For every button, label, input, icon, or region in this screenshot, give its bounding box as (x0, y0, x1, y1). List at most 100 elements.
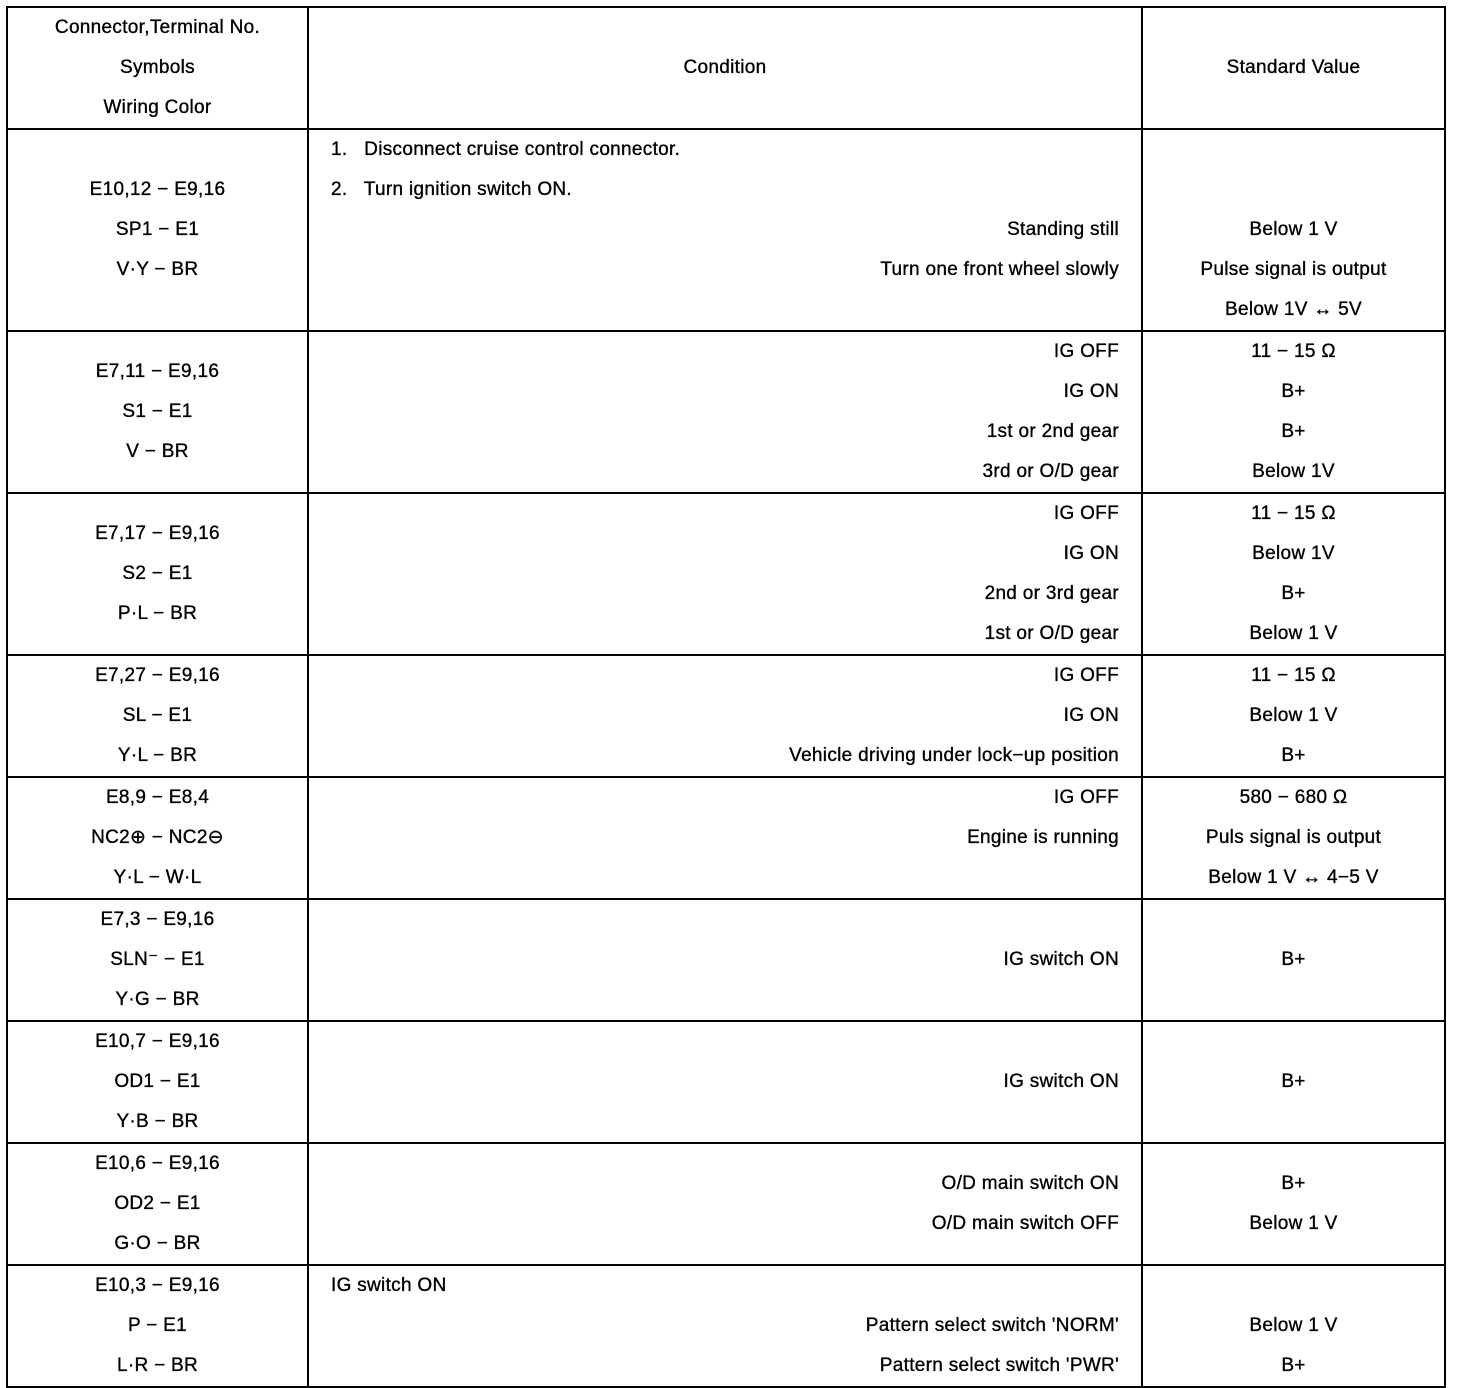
terminal-cell-line: E10,6 − E9,16 (95, 1153, 220, 1174)
condition-cell-line: 3rd or O/D gear (982, 461, 1119, 482)
terminal-cell: E10,6 − E9,16 OD2 − E1 G·O − BR (6, 1142, 309, 1266)
condition-cell-line: 1st or 2nd gear (986, 421, 1119, 442)
standard-value-cell-line: 11 − 15 Ω (1251, 341, 1336, 362)
table-row: E7,3 − E9,16 SLN⁻ − E1 Y·G − BR IG switch O… (6, 898, 1446, 1022)
standard-value-cell-line: Below 1V (1252, 543, 1335, 564)
header-terminal-line: Connector,Terminal No. (54, 17, 261, 38)
terminal-cell-line: NC2⊕ − NC2⊖ (91, 827, 224, 848)
header-condition-line: Condition (683, 57, 767, 78)
header-standard-value-line: Standard Value (1226, 57, 1361, 78)
standard-value-cell-line: Below 1 V (1249, 705, 1338, 726)
standard-value-cell: B+ (1141, 898, 1446, 1022)
terminal-cell: E10,12 − E9,16 SP1 − E1 V·Y − BR (6, 128, 309, 332)
terminal-cell-line: E7,27 − E9,16 (95, 665, 220, 686)
condition-cell-line: IG OFF (1053, 341, 1119, 362)
terminal-cell: E8,9 − E8,4 NC2⊕ − NC2⊖ Y·L − W·L (6, 776, 309, 900)
terminal-cell-line: E10,12 − E9,16 (89, 179, 226, 200)
standard-value-cell-line: Below 1V (1252, 461, 1335, 482)
terminal-cell-line: S2 − E1 (122, 563, 193, 584)
header-row: Connector,Terminal No. Symbols Wiring Colo… (6, 6, 1446, 130)
terminal-cell: E7,11 − E9,16 S1 − E1 V − BR (6, 330, 309, 494)
condition-cell: O/D main switch ON O/D main switch OFF (307, 1142, 1143, 1266)
standard-value-cell-line: B+ (1281, 949, 1306, 970)
header-condition: Condition (307, 6, 1143, 130)
terminal-cell-line: V·Y − BR (116, 259, 199, 280)
standard-value-cell-line: B+ (1281, 745, 1306, 766)
header-standard-value: Standard Value (1141, 6, 1446, 130)
standard-value-cell-line: B+ (1281, 1173, 1306, 1194)
condition-cell-line: O/D main switch ON (941, 1173, 1119, 1194)
standard-value-cell-line: Below 1 V (1249, 1213, 1338, 1234)
standard-value-cell-line (1143, 130, 1444, 170)
standard-value-cell: B+ Below 1 V (1141, 1142, 1446, 1266)
terminal-cell-line: L·R − BR (116, 1355, 199, 1376)
standard-value-cell: 11 − 15 Ω Below 1 V B+ (1141, 654, 1446, 778)
standard-value-cell-line: Below 1 V (1249, 623, 1338, 644)
terminal-cell-line: Y·L − BR (117, 745, 198, 766)
terminal-cell-line: E8,9 − E8,4 (105, 787, 210, 808)
standard-value-cell-line: B+ (1281, 381, 1306, 402)
standard-value-cell: B+ (1141, 1020, 1446, 1144)
condition-cell: IG switch ON (307, 898, 1143, 1022)
standard-value-cell-line: Below 1 V (1249, 219, 1338, 240)
terminal-cell: E10,3 − E9,16 P − E1 L·R − BR (6, 1264, 309, 1388)
header-terminal: Connector,Terminal No. Symbols Wiring Colo… (6, 6, 309, 130)
terminal-cell-line: E10,7 − E9,16 (95, 1031, 220, 1052)
table-row: E10,6 − E9,16 OD2 − E1 G·O − BR O/D main sw… (6, 1142, 1446, 1266)
terminal-cell-line: OD2 − E1 (114, 1193, 201, 1214)
standard-value-cell-line: Below 1V ↔ 5V (1225, 299, 1362, 320)
condition-cell-line: IG switch ON (1003, 1071, 1119, 1092)
condition-cell-line: 1. Disconnect cruise control connector. (331, 139, 681, 160)
standard-value-cell-line: B+ (1281, 1355, 1306, 1376)
condition-cell-line: IG switch ON (331, 1275, 447, 1296)
standard-value-cell-line: B+ (1281, 421, 1306, 442)
condition-cell-line: IG OFF (1053, 503, 1119, 524)
standard-value-cell: 580 − 680 Ω Puls signal is output Below 1 … (1141, 776, 1446, 900)
standard-value-cell-line: Pulse signal is output (1200, 259, 1387, 280)
terminal-cell: E7,17 − E9,16 S2 − E1 P·L − BR (6, 492, 309, 656)
standard-value-cell-line: B+ (1281, 1071, 1306, 1092)
terminal-cell-line: OD1 − E1 (114, 1071, 201, 1092)
terminal-cell-line: P·L − BR (117, 603, 198, 624)
condition-cell-line: Turn one front wheel slowly (880, 259, 1119, 280)
terminal-cell-line: E7,3 − E9,16 (100, 909, 215, 930)
standard-value-cell: 11 − 15 Ω Below 1V B+ Below 1 V (1141, 492, 1446, 656)
condition-cell-line: IG ON (1063, 543, 1119, 564)
standard-value-cell-line: Puls signal is output (1205, 827, 1382, 848)
condition-cell-line: 1st or O/D gear (984, 623, 1119, 644)
table-row: E7,11 − E9,16 S1 − E1 V − BR IG OFF IG ON 1st… (6, 330, 1446, 494)
condition-cell-line: 2. Turn ignition switch ON. (331, 179, 573, 200)
header-terminal-line: Wiring Color (103, 97, 212, 118)
condition-cell-line: Standing still (1007, 219, 1119, 240)
standard-value-cell-line: Below 1 V (1249, 1315, 1338, 1336)
condition-cell-line: IG OFF (1053, 787, 1119, 808)
standard-value-cell: Below 1 V B+ (1141, 1264, 1446, 1388)
terminal-cell: E7,27 − E9,16 SL − E1 Y·L − BR (6, 654, 309, 778)
terminal-cell-line: SLN⁻ − E1 (110, 949, 205, 970)
condition-cell: IG OFF IG ON Vehicle driving under lock−up… (307, 654, 1143, 778)
header-terminal-line: Symbols (120, 57, 195, 78)
terminal-cell-line: E7,17 − E9,16 (95, 523, 220, 544)
table-row: E10,7 − E9,16 OD1 − E1 Y·B − BR IG switch O… (6, 1020, 1446, 1144)
standard-value-cell-line (1143, 170, 1444, 210)
condition-cell: IG switch ON (307, 1020, 1143, 1144)
terminal-cell-line: G·O − BR (114, 1233, 201, 1254)
terminal-cell-line: SL − E1 (122, 705, 193, 726)
condition-cell-line: Vehicle driving under lock−up position (789, 745, 1119, 766)
terminal-cell-line: Y·L − W·L (113, 867, 202, 888)
standard-value-cell-line: B+ (1281, 583, 1306, 604)
condition-cell: IG OFF IG ON 1st or 2nd gear 3rd or O/D gea… (307, 330, 1143, 494)
table-row: E7,17 − E9,16 S2 − E1 P·L − BR IG OFF IG ON 2… (6, 492, 1446, 656)
standard-value-cell-line: 11 − 15 Ω (1251, 665, 1336, 686)
terminal-cell-line: V − BR (126, 441, 189, 462)
table-row: E10,3 − E9,16 P − E1 L·R − BR IG switch ON P… (6, 1264, 1446, 1388)
condition-cell-line: O/D main switch OFF (931, 1213, 1119, 1234)
condition-cell: IG switch ON Pattern select switch 'NORM'… (307, 1264, 1143, 1388)
condition-cell-line (309, 290, 1141, 330)
standard-value-cell-line (1143, 1266, 1444, 1306)
standard-value-cell: Below 1 V Pulse signal is output Below 1V … (1141, 128, 1446, 332)
terminal-cell-line: S1 − E1 (122, 401, 193, 422)
table-row: E10,12 − E9,16 SP1 − E1 V·Y − BR 1. Disconn… (6, 128, 1446, 332)
terminal-cell-line: Y·B − BR (116, 1111, 199, 1132)
standard-value-cell: 11 − 15 Ω B+ B+ Below 1V (1141, 330, 1446, 494)
